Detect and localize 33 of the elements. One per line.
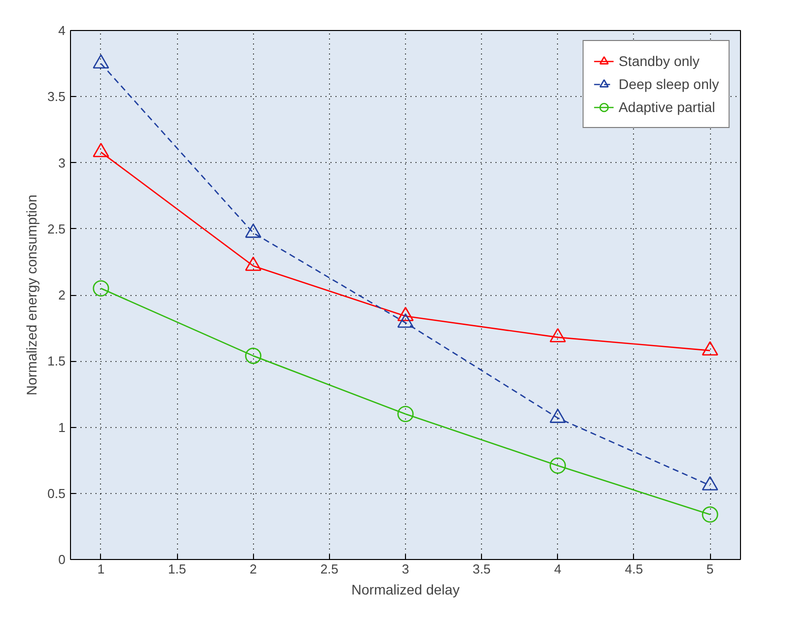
x-tick-label: 2.5 <box>320 562 338 576</box>
y-tick-label: 2.5 <box>47 221 66 236</box>
y-tick-label: 4 <box>58 23 66 38</box>
point <box>92 54 110 69</box>
point <box>702 476 718 490</box>
point <box>92 142 110 158</box>
y-tick-label: 3.5 <box>47 89 66 104</box>
x-axis-title: Normalized delay <box>351 582 460 598</box>
point <box>245 256 262 271</box>
x-tick-label: 1.5 <box>168 562 186 576</box>
x-tick-label: 3.5 <box>472 562 491 576</box>
y-tick-label: 0 <box>58 552 66 567</box>
legend-label: Adaptive partial <box>618 99 716 115</box>
point <box>550 328 566 342</box>
x-tick-label: 4 <box>554 562 562 576</box>
x-tick-label: 5 <box>706 562 714 576</box>
x-tick-label: 4.5 <box>624 562 643 576</box>
y-tick-label: 3 <box>58 155 66 170</box>
y-tick-label: 1.5 <box>47 354 66 369</box>
x-tick-label: 1 <box>97 562 105 576</box>
x-tick-label: 2 <box>250 562 257 576</box>
x-tick-label: 3 <box>402 562 410 576</box>
point <box>550 408 566 423</box>
y-tick-label: 0.5 <box>47 486 66 501</box>
y-tick-label: 2 <box>58 288 66 302</box>
point <box>245 224 262 238</box>
point <box>702 341 718 356</box>
point <box>397 306 414 322</box>
legend-label: Deep sleep only <box>618 76 719 92</box>
y-tick-label: 1 <box>58 420 66 435</box>
y-axis-title: Normalized energy consumption <box>23 194 40 396</box>
legend-label: Standby only <box>618 53 700 69</box>
point <box>397 313 414 328</box>
